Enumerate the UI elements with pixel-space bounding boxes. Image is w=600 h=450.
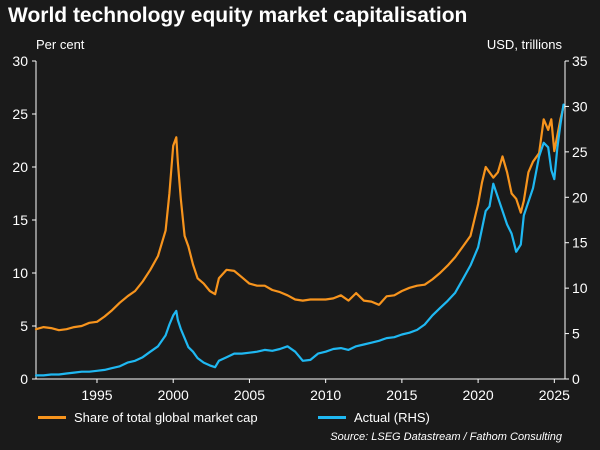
actual-series-line xyxy=(34,103,565,377)
legend-item-share: Share of total global market cap xyxy=(38,410,258,425)
legend-swatch-actual xyxy=(318,416,346,419)
right-tick-label: 5 xyxy=(572,326,580,342)
legend-label-actual: Actual (RHS) xyxy=(354,410,430,425)
legend-item-actual: Actual (RHS) xyxy=(318,410,430,425)
x-tick-label: 2010 xyxy=(310,387,341,403)
right-tick-label: 10 xyxy=(572,280,588,296)
legend-label-share: Share of total global market cap xyxy=(74,410,258,425)
right-tick-label: 0 xyxy=(572,371,580,387)
right-tick-label: 35 xyxy=(572,53,588,69)
x-tick-label: 2000 xyxy=(158,387,189,403)
left-tick-label: 5 xyxy=(20,318,28,334)
right-tick-label: 20 xyxy=(572,189,588,205)
x-tick-label: 2025 xyxy=(539,387,570,403)
chart-title: World technology equity market capitalis… xyxy=(8,4,468,27)
right-tick-label: 25 xyxy=(572,144,588,160)
left-axis-unit: Per cent xyxy=(36,37,85,52)
source-note: Source: LSEG Datastream / Fathom Consult… xyxy=(330,431,562,443)
right-tick-label: 15 xyxy=(572,235,588,251)
left-tick-label: 10 xyxy=(12,265,28,281)
left-tick-label: 30 xyxy=(12,53,28,69)
right-tick-label: 30 xyxy=(572,98,588,114)
share-series-line xyxy=(34,105,565,332)
right-axis-unit: USD, trillions xyxy=(486,37,562,52)
left-tick-label: 15 xyxy=(12,212,28,228)
legend-swatch-share xyxy=(38,416,66,419)
x-tick-label: 2020 xyxy=(463,387,494,403)
left-tick-label: 0 xyxy=(20,371,28,387)
x-tick-label: 2015 xyxy=(386,387,417,403)
x-tick-label: 2005 xyxy=(234,387,265,403)
series-layer xyxy=(34,103,565,377)
left-tick-label: 20 xyxy=(12,159,28,175)
left-tick-label: 25 xyxy=(12,106,28,122)
x-tick-label: 1995 xyxy=(81,387,112,403)
